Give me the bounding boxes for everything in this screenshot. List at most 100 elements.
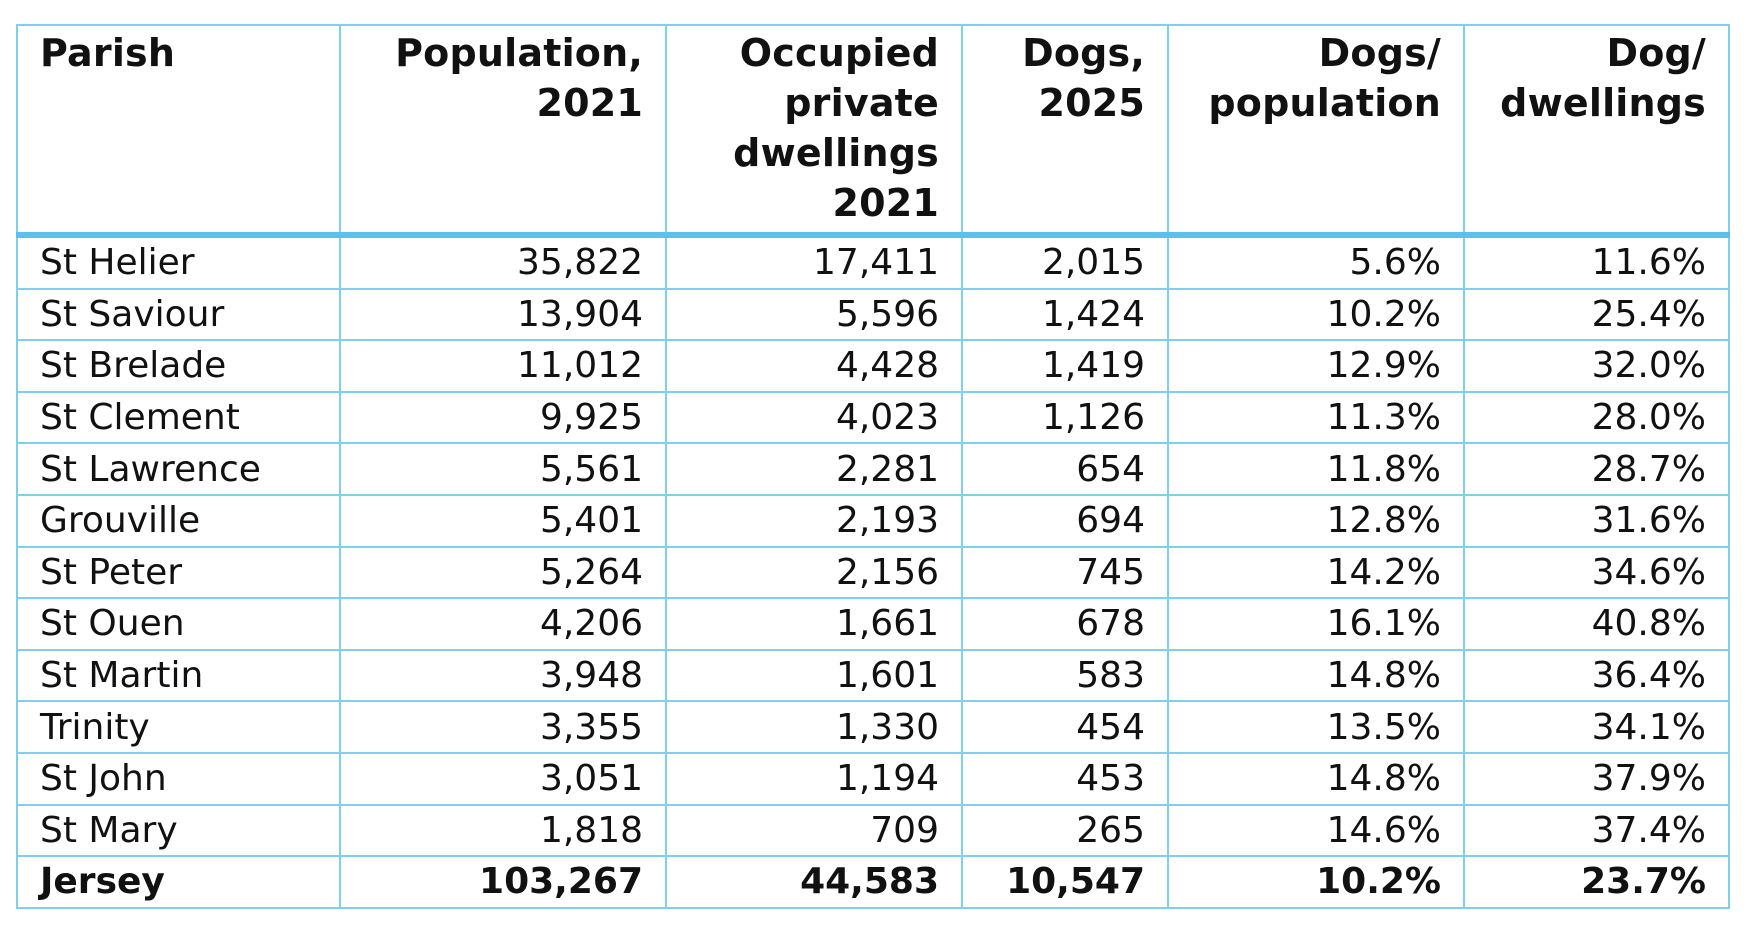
parish-dogs-table-container: Parish Population, 2021 Occupied private dwel… <box>16 24 1730 909</box>
header-line: Parish <box>40 31 176 75</box>
parish-cell: St Brelade <box>16 339 341 393</box>
dogs-per-dwellings-cell: 36.4% <box>1463 648 1730 703</box>
header-line: private <box>784 81 939 125</box>
dogs-per-population-cell: 12.8% <box>1167 493 1465 548</box>
dwellings-cell: 4,428 <box>665 339 963 393</box>
dogs-per-dwellings-cell: 11.6% <box>1463 234 1730 290</box>
header-dogs-2025: Dogs, 2025 <box>961 24 1169 238</box>
population-cell: 5,264 <box>339 545 667 600</box>
dogs-cell: 678 <box>961 597 1169 651</box>
table-row: St Brelade 11,012 4,428 1,419 12.9% 32.0% <box>16 339 1730 393</box>
dwellings-cell: 2,281 <box>665 442 963 496</box>
header-occupied-private-dwellings-2021: Occupied private dwellings 2021 <box>665 24 963 238</box>
dwellings-cell: 1,194 <box>665 751 963 806</box>
dwellings-cell: 17,411 <box>665 234 963 290</box>
dogs-per-population-cell: 16.1% <box>1167 597 1465 651</box>
header-line: Population, <box>395 31 643 75</box>
header-line: Dogs, <box>1022 31 1145 75</box>
dogs-cell: 654 <box>961 442 1169 496</box>
dogs-per-dwellings-cell: 37.9% <box>1463 751 1730 806</box>
table-row: St Clement 9,925 4,023 1,126 11.3% 28.0% <box>16 390 1730 445</box>
population-cell: 35,822 <box>339 234 667 290</box>
header-population-2021: Population, 2021 <box>339 24 667 238</box>
table-row: St John 3,051 1,194 453 14.8% 37.9% <box>16 751 1730 806</box>
population-cell: 3,051 <box>339 751 667 806</box>
dogs-per-population-cell: 14.6% <box>1167 803 1465 858</box>
header-row: Parish Population, 2021 Occupied private dwel… <box>16 24 1730 238</box>
parish-dogs-table: Parish Population, 2021 Occupied private dwel… <box>16 24 1730 909</box>
dogs-per-population-cell: 5.6% <box>1167 234 1465 290</box>
table-row: St Martin 3,948 1,601 583 14.8% 36.4% <box>16 648 1730 703</box>
dogs-per-dwellings-cell: 28.7% <box>1463 442 1730 496</box>
parish-cell: St Ouen <box>16 597 341 651</box>
dogs-cell: 265 <box>961 803 1169 858</box>
population-cell: 11,012 <box>339 339 667 393</box>
dogs-per-dwellings-cell: 28.0% <box>1463 390 1730 445</box>
dwellings-cell: 1,661 <box>665 597 963 651</box>
header-line: 2021 <box>832 181 939 225</box>
dwellings-cell: 1,330 <box>665 700 963 754</box>
dogs-per-population-cell: 10.2% <box>1167 287 1465 342</box>
table-row: St Saviour 13,904 5,596 1,424 10.2% 25.4% <box>16 287 1730 342</box>
table-row: Trinity 3,355 1,330 454 13.5% 34.1% <box>16 700 1730 754</box>
dogs-cell: 694 <box>961 493 1169 548</box>
dogs-per-population-cell: 10.2% <box>1167 855 1465 909</box>
dogs-cell: 454 <box>961 700 1169 754</box>
dogs-per-dwellings-cell: 23.7% <box>1463 855 1730 909</box>
population-cell: 5,401 <box>339 493 667 548</box>
header-line: Dogs/ <box>1318 31 1441 75</box>
dogs-per-dwellings-cell: 34.1% <box>1463 700 1730 754</box>
table-row: St Ouen 4,206 1,661 678 16.1% 40.8% <box>16 597 1730 651</box>
parish-cell: Grouville <box>16 493 341 548</box>
parish-cell: St Saviour <box>16 287 341 342</box>
dogs-per-population-cell: 11.3% <box>1167 390 1465 445</box>
parish-cell: Jersey <box>16 855 341 909</box>
dogs-cell: 583 <box>961 648 1169 703</box>
dogs-per-dwellings-cell: 25.4% <box>1463 287 1730 342</box>
dogs-per-population-cell: 14.8% <box>1167 648 1465 703</box>
parish-cell: St Mary <box>16 803 341 858</box>
table-row: St Peter 5,264 2,156 745 14.2% 34.6% <box>16 545 1730 600</box>
dogs-cell: 10,547 <box>961 855 1169 909</box>
dogs-per-dwellings-cell: 34.6% <box>1463 545 1730 600</box>
dogs-per-dwellings-cell: 32.0% <box>1463 339 1730 393</box>
table-row: St Mary 1,818 709 265 14.6% 37.4% <box>16 803 1730 858</box>
dogs-per-population-cell: 14.8% <box>1167 751 1465 806</box>
population-cell: 9,925 <box>339 390 667 445</box>
dwellings-cell: 1,601 <box>665 648 963 703</box>
total-row: Jersey 103,267 44,583 10,547 10.2% 23.7% <box>16 855 1730 909</box>
dogs-per-population-cell: 13.5% <box>1167 700 1465 754</box>
population-cell: 3,948 <box>339 648 667 703</box>
header-line: population <box>1208 81 1441 125</box>
header-dogs-per-population: Dogs/population <box>1167 24 1465 238</box>
dogs-per-population-cell: 11.8% <box>1167 442 1465 496</box>
dogs-cell: 1,126 <box>961 390 1169 445</box>
dwellings-cell: 2,193 <box>665 493 963 548</box>
population-cell: 103,267 <box>339 855 667 909</box>
population-cell: 13,904 <box>339 287 667 342</box>
table-row: St Helier 35,822 17,411 2,015 5.6% 11.6% <box>16 234 1730 290</box>
header-line: Occupied <box>739 31 939 75</box>
dwellings-cell: 44,583 <box>665 855 963 909</box>
parish-cell: St John <box>16 751 341 806</box>
dogs-per-population-cell: 12.9% <box>1167 339 1465 393</box>
table-body: St Helier 35,822 17,411 2,015 5.6% 11.6% St Sa… <box>16 234 1730 909</box>
dwellings-cell: 709 <box>665 803 963 858</box>
header-parish: Parish <box>16 24 341 238</box>
table-header: Parish Population, 2021 Occupied private dwel… <box>16 24 1730 238</box>
parish-cell: St Martin <box>16 648 341 703</box>
dogs-cell: 453 <box>961 751 1169 806</box>
dogs-per-dwellings-cell: 31.6% <box>1463 493 1730 548</box>
parish-cell: St Lawrence <box>16 442 341 496</box>
population-cell: 3,355 <box>339 700 667 754</box>
parish-cell: St Clement <box>16 390 341 445</box>
header-line: 2025 <box>1038 81 1145 125</box>
dogs-per-dwellings-cell: 37.4% <box>1463 803 1730 858</box>
table-row: Grouville 5,401 2,193 694 12.8% 31.6% <box>16 493 1730 548</box>
dwellings-cell: 2,156 <box>665 545 963 600</box>
dwellings-cell: 4,023 <box>665 390 963 445</box>
dogs-cell: 2,015 <box>961 234 1169 290</box>
dogs-cell: 1,419 <box>961 339 1169 393</box>
header-line: dwellings <box>1500 81 1706 125</box>
dogs-cell: 1,424 <box>961 287 1169 342</box>
